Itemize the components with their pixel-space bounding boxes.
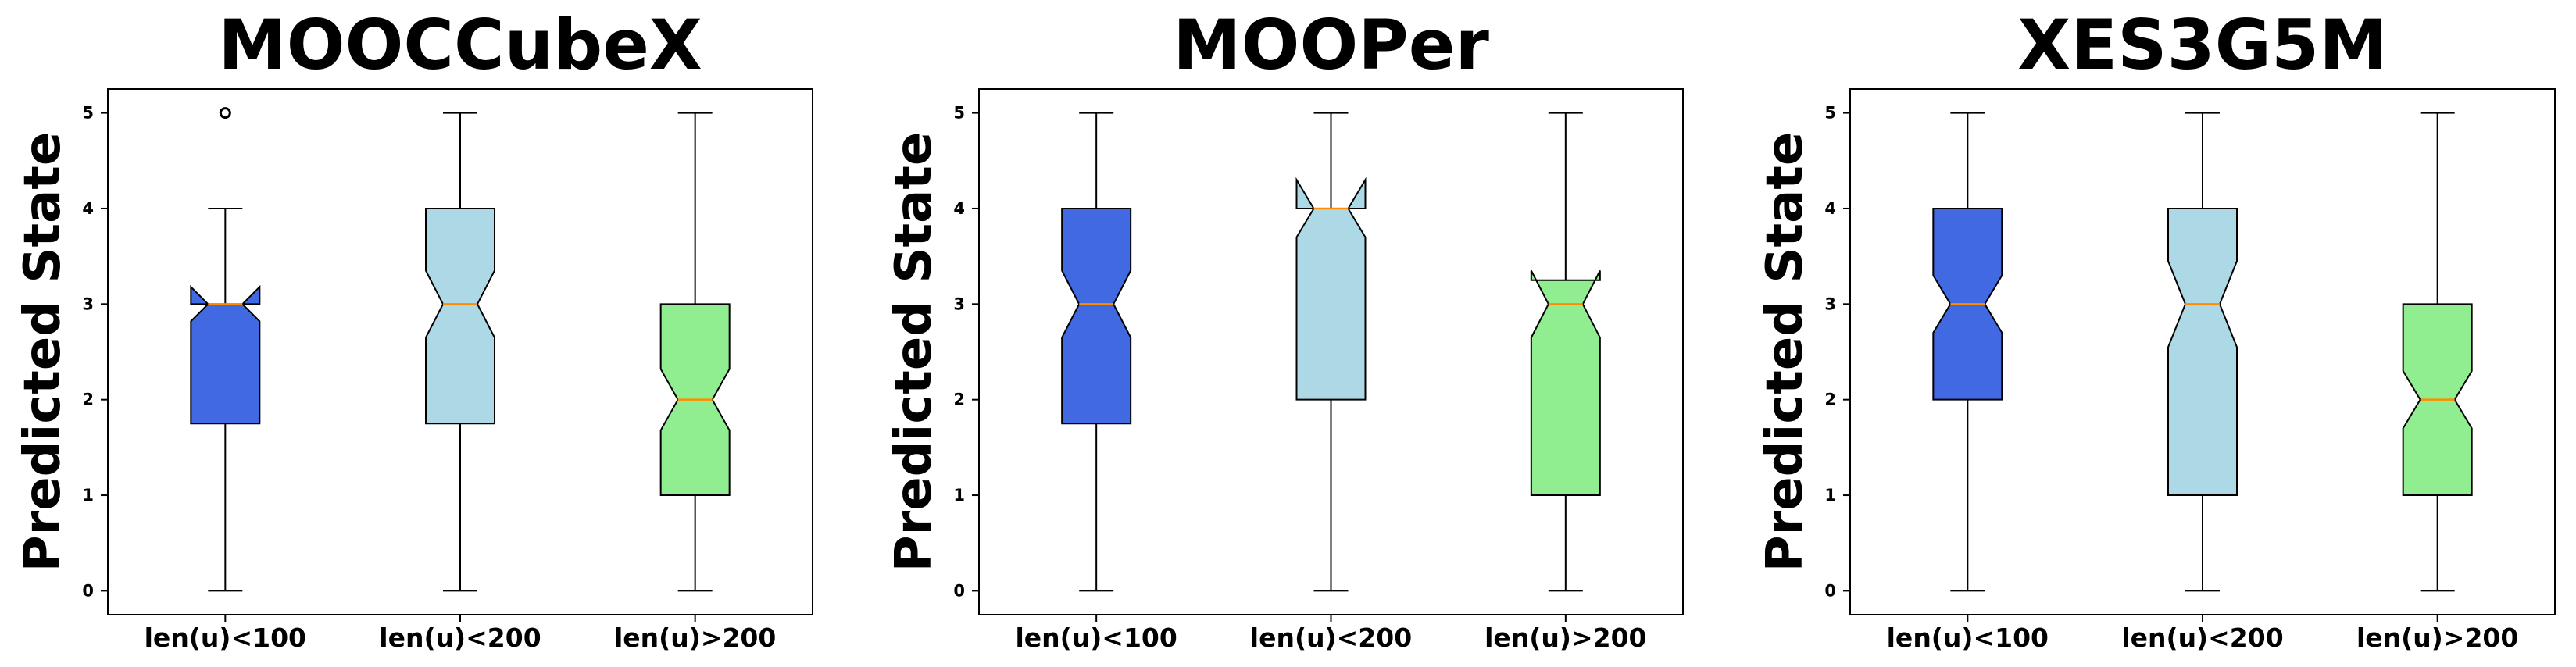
box-2 xyxy=(2167,207,2238,497)
y-tick-label: 1 xyxy=(1824,486,1836,505)
y-tick-label: 2 xyxy=(953,391,965,409)
x-tick-label: len(u)>200 xyxy=(2356,622,2518,653)
x-tick-label: len(u)<100 xyxy=(145,622,306,653)
box-1 xyxy=(190,284,261,425)
y-tick-label: 5 xyxy=(1824,104,1836,123)
y-tick-label: 0 xyxy=(82,581,94,600)
box-1 xyxy=(1061,207,1132,425)
x-tick-label: len(u)<100 xyxy=(1887,622,2049,653)
y-axis-label: Predicted State xyxy=(885,132,943,572)
y-tick-label: 2 xyxy=(82,391,94,409)
y-tick-label: 1 xyxy=(953,486,965,505)
y-tick-label: 5 xyxy=(82,104,94,123)
outlier-point xyxy=(219,107,231,119)
y-axis-label: Predicted State xyxy=(14,132,72,572)
y-tick-label: 0 xyxy=(953,581,965,600)
box-2 xyxy=(1295,177,1367,401)
y-tick-label: 3 xyxy=(953,294,965,313)
chart-title: MOOPer xyxy=(1173,5,1489,85)
x-tick-label: len(u)<200 xyxy=(1250,622,1412,653)
x-tick-label: len(u)<100 xyxy=(1015,622,1177,653)
y-tick-label: 4 xyxy=(1824,199,1836,218)
x-tick-label: len(u)<200 xyxy=(2121,622,2283,653)
y-tick-label: 4 xyxy=(953,199,965,218)
x-tick-label: len(u)<200 xyxy=(379,622,541,653)
y-tick-label: 5 xyxy=(953,104,965,123)
y-axis-label: Predicted State xyxy=(1756,132,1814,572)
box-3 xyxy=(1530,270,1601,497)
y-tick-label: 3 xyxy=(1824,294,1836,313)
x-tick-label: len(u)>200 xyxy=(614,622,776,653)
box-2 xyxy=(425,207,495,425)
y-tick-label: 3 xyxy=(82,294,94,313)
chart-title: MOOCCubeX xyxy=(218,5,702,85)
x-tick-label: len(u)>200 xyxy=(1485,622,1646,653)
y-tick-label: 0 xyxy=(1824,581,1836,600)
y-tick-label: 2 xyxy=(1824,391,1836,409)
y-tick-label: 4 xyxy=(82,199,94,218)
y-tick-label: 1 xyxy=(82,486,94,505)
chart-title: XES3G5M xyxy=(2017,5,2388,85)
